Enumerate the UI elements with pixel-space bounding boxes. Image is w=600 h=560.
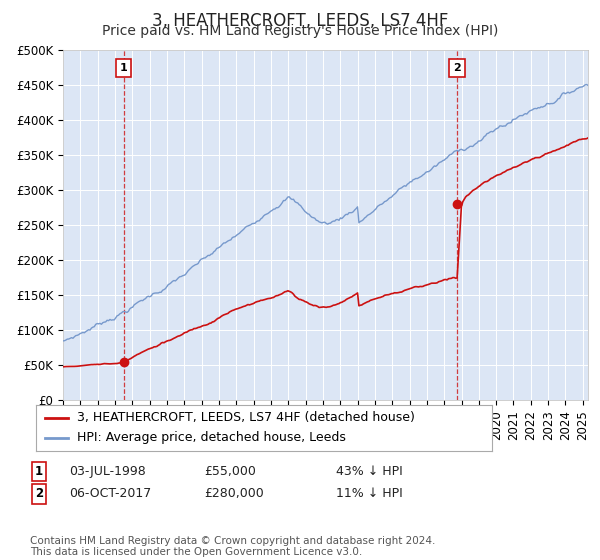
Text: HPI: Average price, detached house, Leeds: HPI: Average price, detached house, Leed…	[77, 431, 346, 445]
Text: £280,000: £280,000	[204, 487, 264, 501]
Text: 11% ↓ HPI: 11% ↓ HPI	[336, 487, 403, 501]
Text: 3, HEATHERCROFT, LEEDS, LS7 4HF (detached house): 3, HEATHERCROFT, LEEDS, LS7 4HF (detache…	[77, 411, 415, 424]
Text: 43% ↓ HPI: 43% ↓ HPI	[336, 465, 403, 478]
Text: 03-JUL-1998: 03-JUL-1998	[69, 465, 146, 478]
Text: 3, HEATHERCROFT, LEEDS, LS7 4HF: 3, HEATHERCROFT, LEEDS, LS7 4HF	[152, 12, 448, 30]
Text: 1: 1	[35, 465, 43, 478]
Text: 06-OCT-2017: 06-OCT-2017	[69, 487, 151, 501]
Text: Price paid vs. HM Land Registry's House Price Index (HPI): Price paid vs. HM Land Registry's House …	[102, 24, 498, 38]
Text: £55,000: £55,000	[204, 465, 256, 478]
Text: 2: 2	[35, 487, 43, 501]
Text: 1: 1	[120, 63, 128, 73]
Text: 2: 2	[454, 63, 461, 73]
Text: Contains HM Land Registry data © Crown copyright and database right 2024.
This d: Contains HM Land Registry data © Crown c…	[30, 535, 436, 557]
